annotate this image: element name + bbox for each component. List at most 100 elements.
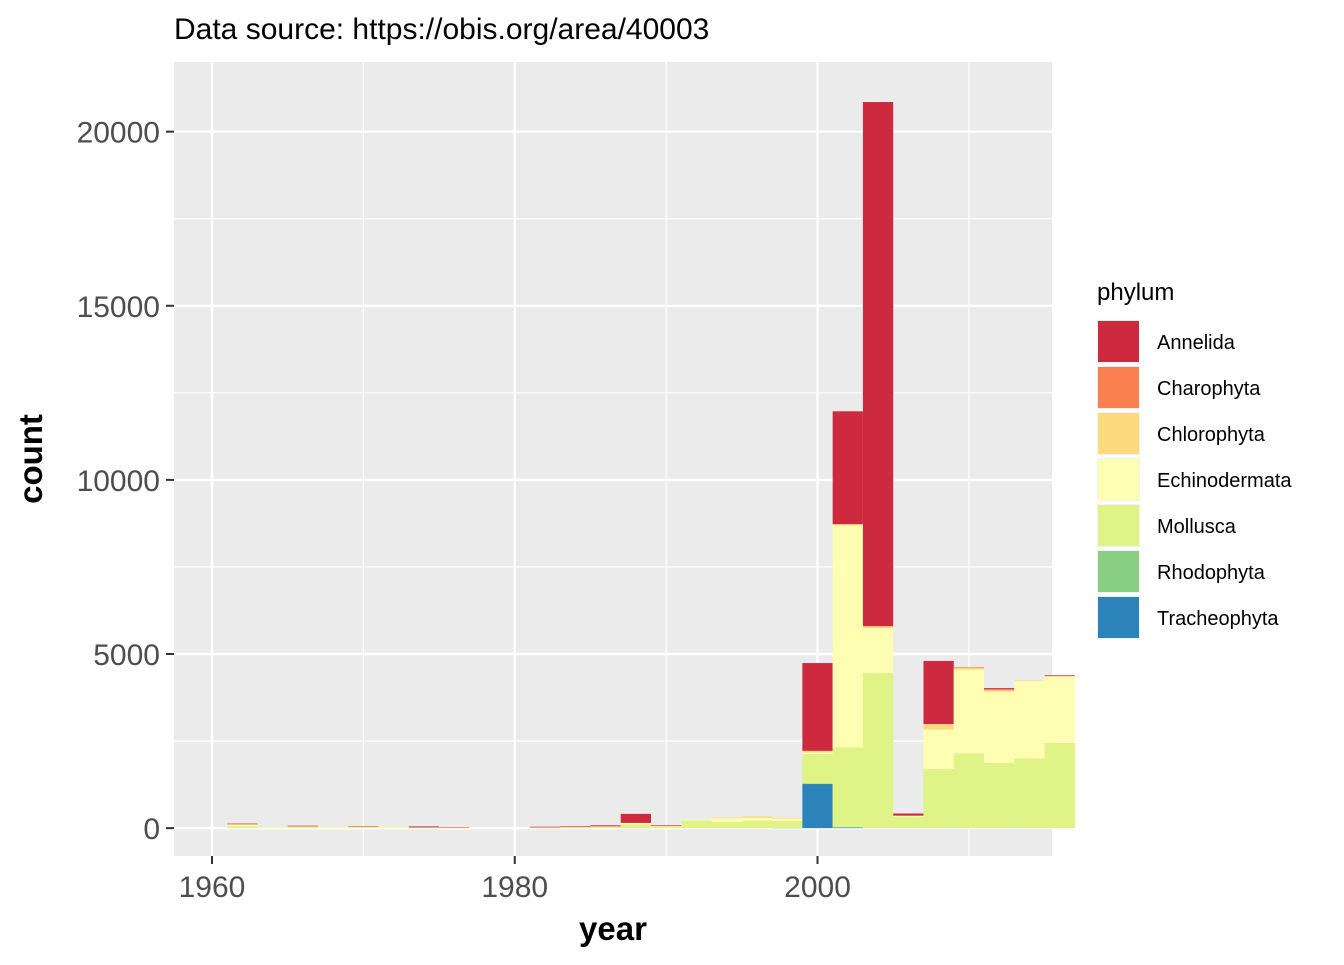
bar-segment-echinodermata: [348, 826, 379, 828]
bar-segment-echinodermata: [408, 827, 440, 828]
bar-segment-chlorophyta: [893, 815, 924, 817]
bar-segment-echinodermata: [1044, 676, 1075, 743]
bar-segment-annelida: [408, 826, 440, 828]
bar-segment-mollusca: [923, 768, 954, 829]
bar-segment-echinodermata: [741, 817, 773, 821]
legend-swatch-chlorophyta: [1098, 413, 1139, 454]
bar-segment-echinodermata: [287, 826, 318, 828]
bar-segment-mollusca: [317, 827, 349, 829]
bar-segment-annelida: [893, 813, 924, 816]
x-axis: 1960 1980 2000: [179, 856, 851, 904]
x-tick-label: 1980: [481, 871, 548, 904]
bar-segment-annelida: [651, 825, 682, 827]
bar-segment-tracheophyta: [832, 827, 863, 829]
bar-segment-echinodermata: [923, 729, 954, 769]
legend-label-echinodermata: Echinodermata: [1157, 470, 1292, 492]
bar-segment-echinodermata: [560, 827, 591, 828]
y-tick-label: 20000: [77, 117, 160, 150]
bar-segment-rhodophyta: [802, 783, 833, 785]
bar-segment-annelida: [529, 826, 561, 828]
legend-title: phylum: [1097, 279, 1174, 306]
legend-swatch-rhodophyta: [1098, 551, 1139, 592]
bar-segment-annelida: [439, 827, 470, 828]
bar-segment-mollusca: [348, 827, 379, 829]
bar-segment-echinodermata: [984, 691, 1015, 764]
bar-segment-annelida: [560, 826, 591, 828]
y-tick-label: 15000: [77, 291, 160, 324]
bar-segment-echinodermata: [802, 752, 833, 754]
bar-segment-chlorophyta: [862, 626, 894, 629]
bar-segment-annelida: [802, 663, 833, 751]
bar-segment-annelida: [287, 825, 318, 827]
bar-segment-mollusca: [1044, 742, 1075, 829]
bar-segment-annelida: [832, 411, 863, 525]
bar-segment-mollusca: [378, 827, 409, 829]
bar-segment-mollusca: [741, 820, 773, 829]
y-tick-label: 5000: [93, 639, 160, 672]
bar-segment-tracheophyta: [802, 783, 833, 829]
legend-swatch-charophyta: [1098, 367, 1139, 408]
bar-segment-chlorophyta: [953, 667, 985, 670]
bar-segment-echinodermata: [832, 525, 863, 748]
bar-segment-chlorophyta: [741, 816, 773, 818]
bar-segment-echinodermata: [711, 818, 742, 822]
bar-segment-echinodermata: [651, 826, 682, 827]
bar-segment-echinodermata: [953, 669, 985, 754]
bar-segment-echinodermata: [893, 815, 924, 817]
bar-segment-mollusca: [529, 827, 561, 829]
bar-segment-echinodermata: [1014, 681, 1045, 759]
bar-segment-mollusca: [681, 820, 712, 829]
bars: [227, 102, 1075, 829]
bar-segment-chlorophyta: [1014, 680, 1045, 682]
bar-segment-charophyta: [984, 689, 1015, 691]
bar-segment-chlorophyta: [711, 817, 742, 819]
bar-segment-mollusca: [1014, 758, 1045, 829]
legend-label-chlorophyta: Chlorophyta: [1157, 424, 1266, 446]
bar-segment-annelida: [1044, 675, 1075, 676]
bar-segment-chlorophyta: [832, 524, 863, 526]
bar-segment-echinodermata: [590, 826, 621, 828]
grid-major: [174, 62, 1052, 856]
bar-segment-mollusca: [651, 826, 682, 829]
bar-segment-mollusca: [802, 753, 833, 784]
bar-segment-mollusca: [620, 824, 651, 829]
chart-title: Data source: https://obis.org/area/40003: [174, 13, 709, 46]
bar-segment-annelida: [348, 826, 379, 827]
x-axis-title: year: [579, 910, 647, 947]
bar-segment-echinodermata: [681, 819, 712, 821]
bar-segment-mollusca: [287, 827, 318, 829]
bar-segment-mollusca: [772, 820, 803, 828]
bar-segment-mollusca: [560, 827, 591, 829]
y-axis: 0 5000 10000 15000 20000: [77, 117, 174, 846]
bar-segment-annelida: [923, 660, 954, 725]
bar-segment-chlorophyta: [984, 690, 1015, 692]
bar-segment-mollusca: [590, 827, 621, 829]
bar-segment-echinodermata: [378, 827, 409, 828]
bar-segment-mollusca: [257, 827, 288, 829]
bar-segment-echinodermata: [529, 827, 561, 828]
legend-swatch-annelida: [1098, 321, 1139, 362]
bar-segment-chlorophyta: [772, 818, 803, 819]
bar-segment-chlorophyta: [1044, 675, 1075, 677]
legend-swatch-tracheophyta: [1098, 597, 1139, 638]
grid-minor: [174, 62, 1052, 856]
bar-segment-mollusca: [711, 821, 742, 829]
bar-segment-rhodophyta: [772, 827, 803, 829]
legend-label-charophyta: Charophyta: [1157, 378, 1261, 400]
bar-segment-mollusca: [984, 763, 1015, 829]
legend-label-annelida: Annelida: [1157, 332, 1236, 354]
legend-swatch-mollusca: [1098, 505, 1139, 546]
bar-segment-echinodermata: [862, 628, 894, 673]
y-tick-label: 0: [143, 813, 160, 846]
bar-segment-annelida: [862, 102, 894, 627]
y-tick-label: 10000: [77, 465, 160, 498]
bar-segment-mollusca: [893, 816, 924, 829]
bar-segment-annelida: [984, 688, 1015, 690]
legend-label-tracheophyta: Tracheophyta: [1157, 608, 1279, 630]
bar-segment-echinodermata: [227, 824, 258, 827]
bar-segment-chlorophyta: [802, 750, 833, 753]
x-tick-label: 1960: [179, 871, 246, 904]
legend-swatch-echinodermata: [1098, 459, 1139, 500]
bar-segment-mollusca: [953, 753, 985, 829]
